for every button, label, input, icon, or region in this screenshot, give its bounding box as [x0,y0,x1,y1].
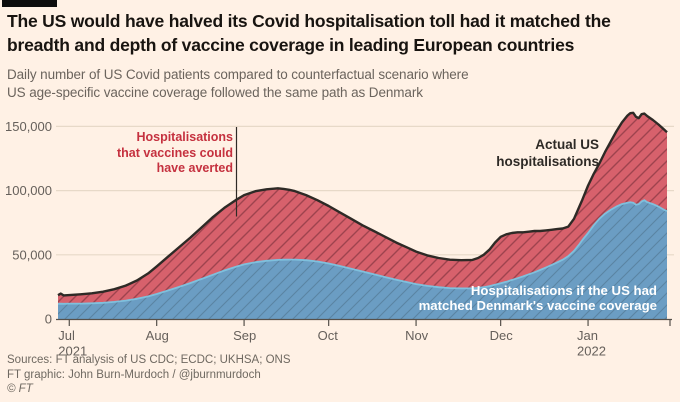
footer-sources: Sources: FT analysis of US CDC; ECDC; UK… [7,354,291,366]
line-counterfactual [57,199,668,305]
chart-subtitle: Daily number of US Covid patients compar… [7,66,607,102]
label-actual-line-2: hospitalisations [496,154,599,169]
area-actual-hospitalisations [58,112,667,319]
title-line-2: breadth and depth of vaccine coverage in… [7,34,575,55]
y-tick-label: 0 [45,312,52,327]
y-tick-label: 150,000 [5,119,52,134]
x-tick-label: Jan [577,328,598,343]
y-tick-label: 50,000 [12,247,52,262]
x-tick-year-label: 2021 [58,344,87,359]
x-tick-label: Dec [490,328,514,343]
annotation-averted-line-1: Hospitalisations [136,130,233,144]
x-tick-label: Nov [405,328,429,343]
x-tick-label: Oct [318,328,339,343]
annotation-averted: Hospitalisations that vaccines could hav… [53,130,233,177]
annotation-averted-line-3: have averted [156,161,233,175]
area-counterfactual-hospitalisations [58,200,667,319]
x-tick-label: Sep [233,328,256,343]
annotation-averted-line-2: that vaccines could [116,145,233,160]
x-tick-label: Jul [58,328,75,343]
y-tick-label: 100,000 [5,183,52,198]
label-counterfactual: Hospitalisations if the US had matched D… [397,283,657,313]
label-counterfactual-line-1: Hospitalisations if the US had [470,283,657,298]
label-counterfactual-line-2: matched Denmark's vaccine coverage [418,298,657,314]
page-title: The US would have halved its Covid hospi… [7,10,677,57]
subtitle-line-1: Daily number of US Covid patients compar… [7,67,469,82]
x-tick-label: Aug [146,328,169,343]
footer-copyright: © FT [7,383,33,395]
label-actual-line-1: Actual US [535,137,599,152]
line-actual [57,111,668,297]
ft-brand-bar [2,0,57,7]
label-actual-hospitalisations: Actual US hospitalisations [459,136,599,170]
x-tick-year-label: 2022 [577,344,606,359]
footer-credit: FT graphic: John Burn-Murdoch / @jburnmu… [7,368,261,381]
title-line-1: The US would have halved its Covid hospi… [7,11,611,31]
subtitle-line-2: US age-specific vaccine coverage followe… [7,85,423,100]
chart-footer: Sources: FT analysis of US CDC; ECDC; UK… [7,353,507,397]
